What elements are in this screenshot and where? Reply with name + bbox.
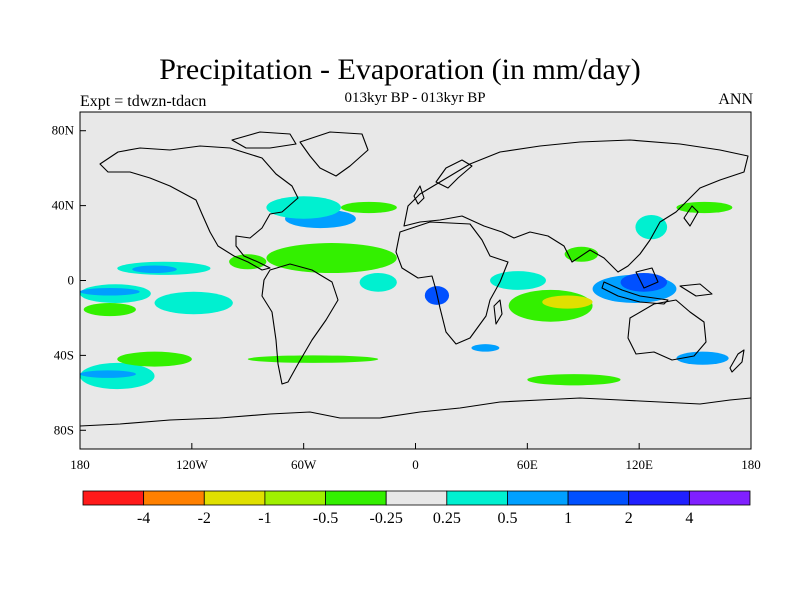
colorbar-swatch bbox=[567, 490, 630, 506]
season-label: ANN bbox=[718, 91, 753, 108]
coastline-new-zealand bbox=[729, 349, 745, 373]
contour-region-25 bbox=[247, 355, 379, 363]
lat-tick-label: 40S bbox=[54, 347, 74, 362]
coastline-britain bbox=[413, 185, 425, 205]
colorbar-swatch bbox=[264, 490, 326, 506]
contour-region-23 bbox=[80, 370, 136, 378]
lon-tick-label: 120W bbox=[176, 457, 209, 472]
contour-regions bbox=[80, 196, 733, 390]
colorbar-label: 4 bbox=[685, 510, 693, 527]
coastline-scandinavia bbox=[435, 159, 473, 189]
colorbar-swatch bbox=[82, 490, 145, 506]
map-subtitle: 013kyr BP - 013kyr BP bbox=[344, 90, 486, 106]
lat-tick-label: 80S bbox=[54, 422, 74, 437]
coastline-arctic-islands bbox=[231, 131, 297, 149]
contour-region-19 bbox=[635, 214, 668, 240]
colorbar-swatch bbox=[628, 490, 690, 506]
colorbar-swatch bbox=[385, 490, 448, 506]
contour-region-5 bbox=[154, 291, 233, 315]
coastlines bbox=[80, 131, 751, 427]
coastline-africa bbox=[395, 221, 509, 345]
experiment-label: Expt = tdwzn-tdacn bbox=[80, 93, 207, 110]
contour-region-21 bbox=[676, 351, 729, 365]
contour-region-4 bbox=[132, 265, 177, 274]
lat-tick-label: 40N bbox=[52, 198, 75, 213]
lon-tick-label: 0 bbox=[412, 457, 419, 472]
contour-region-7 bbox=[266, 243, 397, 274]
contour-region-14 bbox=[542, 295, 593, 309]
contour-region-18 bbox=[620, 273, 668, 292]
coastline-antarctica bbox=[80, 397, 751, 427]
map-title: Precipitation - Evaporation (in mm/day) bbox=[159, 53, 641, 86]
contour-region-10 bbox=[340, 201, 397, 214]
lon-tick-label: 180 bbox=[70, 457, 90, 472]
coastline-south-america bbox=[261, 263, 339, 385]
coastline-japan bbox=[683, 205, 699, 227]
coastline-new-guinea bbox=[679, 283, 713, 297]
colorbar-swatch bbox=[446, 490, 508, 506]
coastline-australia bbox=[627, 299, 707, 361]
contour-region-15 bbox=[490, 271, 546, 290]
colorbar-label: 0.5 bbox=[497, 510, 517, 527]
contour-region-2 bbox=[83, 302, 136, 317]
coastline-borneo bbox=[635, 267, 659, 289]
lon-tick-label: 180 bbox=[741, 457, 761, 472]
colorbar-label: 2 bbox=[625, 510, 633, 527]
longitude-axis: 180 120W 60W 0 60E 120E 180 bbox=[70, 443, 761, 472]
colorbar-swatch bbox=[203, 490, 266, 506]
contour-region-20 bbox=[676, 201, 733, 214]
contour-region-9 bbox=[266, 196, 341, 219]
contour-region-11 bbox=[359, 273, 397, 292]
colorbar-label: -0.25 bbox=[370, 510, 403, 527]
contour-region-27 bbox=[527, 374, 621, 386]
coastline-eurasia bbox=[403, 139, 749, 273]
contour-region-16 bbox=[564, 246, 599, 262]
colorbar-label: -2 bbox=[198, 510, 211, 527]
colorbar-label: -4 bbox=[137, 510, 150, 527]
lon-tick-label: 60E bbox=[517, 457, 538, 472]
coastline-greenland bbox=[299, 131, 369, 177]
colorbar: -4 -2 -1 -0.5 -0.25 0.25 0.5 1 2 4 bbox=[82, 490, 751, 527]
colorbar-swatch bbox=[507, 490, 569, 506]
lon-tick-label: 60W bbox=[291, 457, 317, 472]
coastline-madagascar bbox=[493, 299, 503, 325]
colorbar-label: -1 bbox=[258, 510, 271, 527]
coastline-north-america bbox=[99, 145, 299, 271]
colorbar-swatch bbox=[688, 490, 751, 506]
lat-tick-label: 80N bbox=[52, 123, 75, 138]
colorbar-label: -0.5 bbox=[313, 510, 338, 527]
contour-region-24 bbox=[117, 351, 192, 367]
colorbar-label: 1 bbox=[564, 510, 572, 527]
contour-region-26 bbox=[471, 344, 500, 352]
contour-region-1 bbox=[80, 287, 140, 296]
lat-tick-label: 0 bbox=[68, 273, 75, 288]
lon-tick-label: 120E bbox=[625, 457, 653, 472]
colorbar-swatch bbox=[325, 490, 387, 506]
colorbar-label: 0.25 bbox=[433, 510, 461, 527]
latitude-axis: 80N 40N 0 40S 80S bbox=[52, 123, 86, 437]
colorbar-swatch bbox=[143, 490, 205, 506]
